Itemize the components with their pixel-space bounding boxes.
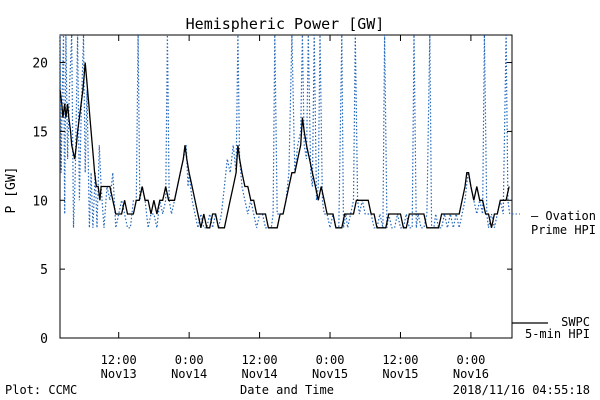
x-tick-label-day: Nov14 <box>242 367 278 381</box>
x-tick-label-day: Nov15 <box>382 367 418 381</box>
footer-plot-credit: Plot: CCMC <box>5 383 77 397</box>
x-tick-label-time: 12:00 <box>242 353 278 367</box>
x-tick-label-day: Nov13 <box>101 367 137 381</box>
y-tick-label: 10 <box>32 194 48 209</box>
x-tick-label-day: Nov16 <box>453 367 489 381</box>
series-line-ovation-prime-hpi <box>59 34 511 229</box>
series-line-swpc-5min-hpi <box>59 62 510 229</box>
x-ticks: 12:00Nov130:00Nov1412:00Nov140:00Nov1512… <box>101 35 489 381</box>
x-tick-label-day: Nov14 <box>171 367 207 381</box>
y-ticks: 0 5 10 15 20 <box>32 57 512 347</box>
footer-timestamp: 2018/11/16 04:55:18 <box>453 383 590 397</box>
x-tick-label-time: 0:00 <box>316 353 345 367</box>
legend-label-swpc: SWPC <box>561 315 590 329</box>
y-tick-label: 0 <box>40 332 48 347</box>
legend-label-ovation: Prime HPI <box>531 223 596 237</box>
y-tick-label: 5 <box>40 263 48 278</box>
chart-title: Hemispheric Power [GW] <box>186 15 385 33</box>
x-tick-label-time: 12:00 <box>382 353 418 367</box>
y-axis-label: P [GW] <box>4 167 19 214</box>
plot-frame <box>59 34 513 339</box>
x-tick-label-day: Nov15 <box>312 367 348 381</box>
legend-label-swpc: 5-min HPI <box>525 327 590 341</box>
x-tick-label-time: 0:00 <box>456 353 485 367</box>
series-layer <box>59 34 511 229</box>
x-axis-label: Date and Time <box>240 383 334 397</box>
legend-label-ovation: — Ovation <box>531 209 596 223</box>
x-tick-label-time: 0:00 <box>175 353 204 367</box>
y-tick-label: 20 <box>32 57 48 72</box>
y-tick-label: 15 <box>32 125 48 140</box>
x-tick-label-time: 12:00 <box>101 353 137 367</box>
